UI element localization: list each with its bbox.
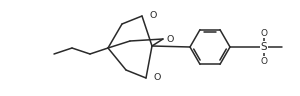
Text: O: O xyxy=(166,34,174,43)
Text: O: O xyxy=(260,29,268,38)
Text: O: O xyxy=(149,12,157,21)
Text: S: S xyxy=(261,42,267,52)
Text: O: O xyxy=(260,57,268,65)
Text: O: O xyxy=(153,74,161,82)
